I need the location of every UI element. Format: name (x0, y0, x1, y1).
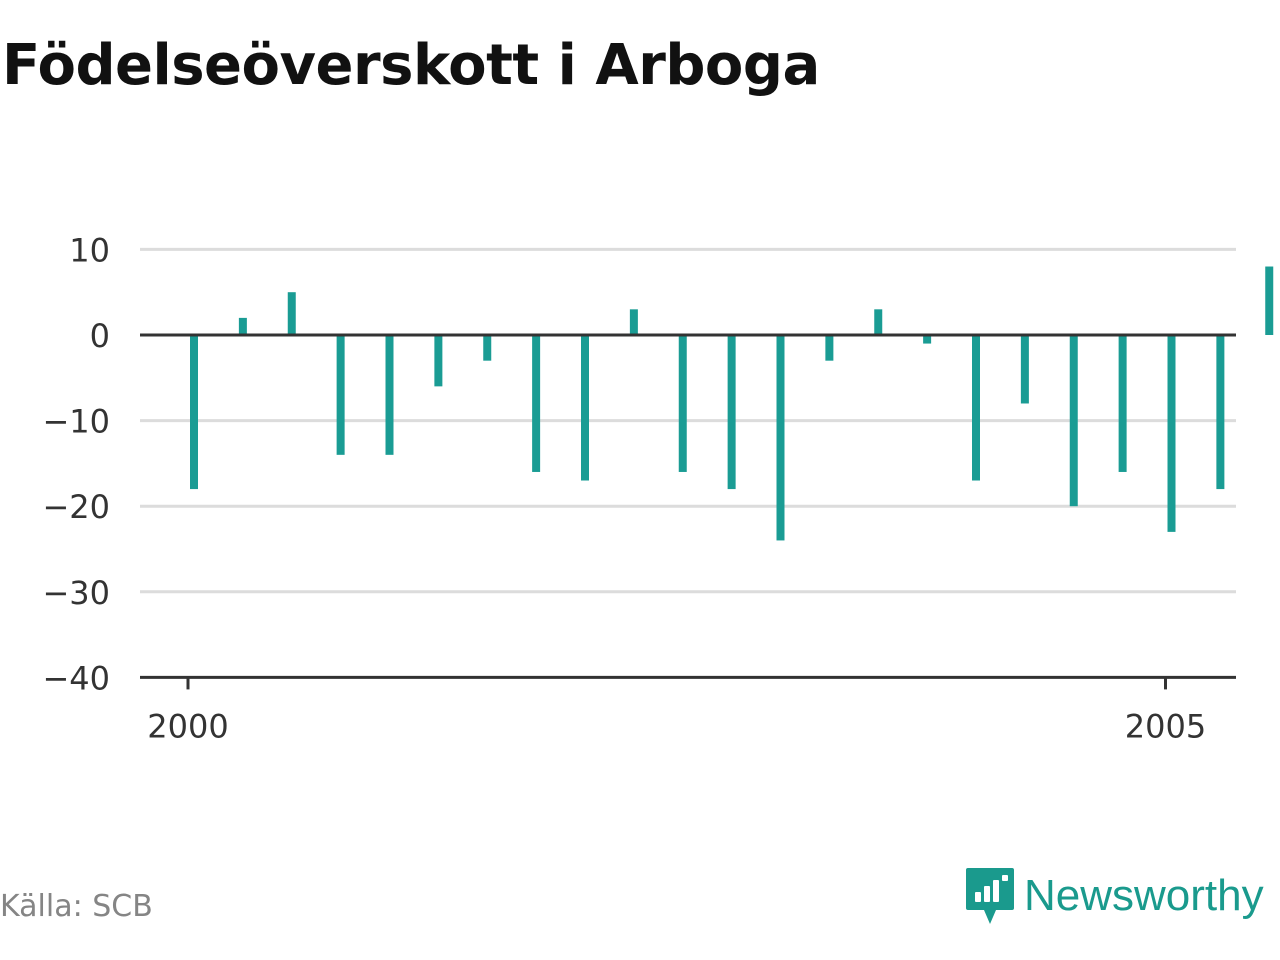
bar (532, 335, 541, 472)
bar (776, 335, 785, 541)
bar (581, 335, 589, 481)
y-tick-label: 10 (69, 231, 110, 269)
axes (140, 333, 1236, 690)
bar (972, 335, 980, 481)
bar (629, 309, 638, 335)
bar (923, 335, 932, 344)
brand-name: Newsworthy (1024, 871, 1264, 920)
bar (874, 309, 883, 335)
bar (287, 292, 296, 335)
bar (727, 335, 736, 490)
gridlines (140, 247, 1236, 594)
bar (1216, 335, 1225, 490)
x-tick-label: 2000 (147, 707, 228, 745)
bar (385, 335, 394, 455)
bar (825, 335, 834, 361)
bar (434, 335, 443, 387)
bar (483, 335, 492, 361)
bar (1167, 335, 1176, 532)
bar (1118, 335, 1127, 472)
y-tick-label: 0 (90, 317, 110, 355)
y-tick-label: −10 (42, 403, 110, 441)
x-tick-label: 2005 (1125, 707, 1206, 745)
y-tick-label: −40 (42, 659, 110, 697)
bar (1069, 335, 1078, 507)
y-tick-label: −20 (42, 488, 110, 526)
tick-labels: 100−10−20−30−40200020052010201520202025 (42, 231, 1206, 745)
brand-logo[interactable]: Newsworthy (964, 864, 1264, 928)
bar (1020, 335, 1029, 404)
bar (238, 317, 247, 335)
bar (1265, 266, 1274, 335)
bar (678, 335, 687, 472)
newsworthy-logo-icon (966, 868, 1014, 924)
bar-chart: 100−10−20−30−40200020052010201520202025 (42, 231, 1274, 745)
source-label: Källa: SCB (0, 889, 153, 924)
bar (190, 335, 198, 490)
bar (336, 335, 345, 455)
y-tick-label: −30 (42, 574, 110, 612)
bars (190, 266, 1274, 541)
chart-title: Födelseöverskott i Arboga (2, 33, 820, 98)
